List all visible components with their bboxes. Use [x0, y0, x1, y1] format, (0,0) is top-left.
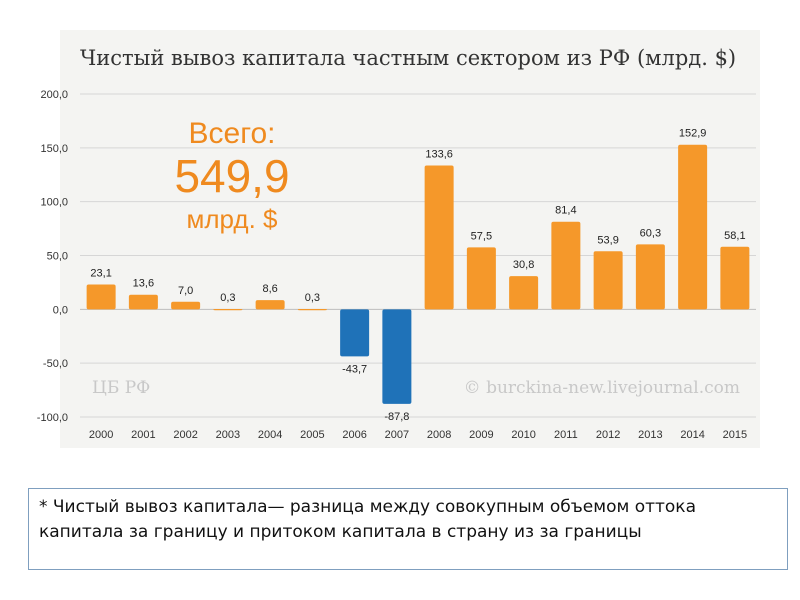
x-tick-label-2010: 2010: [511, 429, 535, 441]
x-tick-label-2014: 2014: [680, 429, 704, 441]
chart-title: Чистый вывоз капитала частным сектором и…: [80, 46, 737, 70]
data-label-2015: 58,1: [724, 230, 745, 242]
data-label-2000: 23,1: [90, 267, 111, 279]
y-tick-label: -50,0: [43, 358, 68, 370]
bar-2008: [424, 165, 454, 310]
x-tick-label-2012: 2012: [596, 429, 620, 441]
x-axis-ticks: 2000 2001 2002 2003 2004 2005 2006 2007 2008 2009…: [89, 429, 747, 441]
x-tick-label-2011: 2011: [554, 429, 578, 441]
data-label-2010: 30,8: [513, 259, 534, 271]
bar-2002: [171, 301, 201, 310]
x-tick-label-2015: 2015: [723, 429, 747, 441]
bar-2000: [86, 284, 116, 310]
bar-2013: [635, 244, 665, 310]
data-label-2014: 152,9: [679, 128, 707, 140]
y-tick-label: -100,0: [37, 412, 68, 424]
x-tick-label-2001: 2001: [131, 429, 155, 441]
bar-2004: [255, 300, 285, 310]
data-label-2007: -87,8: [384, 411, 409, 423]
bar-2006: [340, 309, 370, 357]
bar-2009: [466, 247, 496, 310]
data-label-2005: 0,3: [305, 292, 320, 304]
x-tick-label-2002: 2002: [173, 429, 197, 441]
data-label-2006: -43,7: [342, 363, 367, 375]
x-tick-label-2005: 2005: [300, 429, 324, 441]
footnote: * Чистый вывоз капитала— разница между с…: [28, 488, 788, 570]
y-axis-ticks: 200,0 150,0 100,0 50,0 0,0 -50,0 -100,0: [37, 89, 68, 424]
x-tick-label-2009: 2009: [469, 429, 493, 441]
bar-chart: 200,0 150,0 100,0 50,0 0,0 -50,0 -100,0 Всего:…: [37, 89, 756, 441]
total-value: 549,9: [174, 150, 289, 202]
bar-2001: [128, 294, 158, 310]
data-label-2013: 60,3: [640, 227, 661, 239]
bar-2011: [551, 221, 581, 310]
y-tick-label: 50,0: [47, 251, 68, 263]
total-unit: млрд. $: [187, 204, 279, 234]
bar-2012: [593, 251, 623, 310]
data-label-2002: 7,0: [178, 285, 193, 297]
data-label-2003: 0,3: [220, 292, 235, 304]
y-tick-label: 100,0: [40, 197, 68, 209]
data-label-2001: 13,6: [133, 278, 154, 290]
x-tick-label-2000: 2000: [89, 429, 113, 441]
y-tick-label: 0,0: [53, 304, 68, 316]
data-label-2011: 81,4: [555, 205, 576, 217]
data-label-2009: 57,5: [471, 230, 492, 242]
data-label-2012: 53,9: [597, 234, 618, 246]
x-tick-label-2008: 2008: [427, 429, 451, 441]
bar-2005: [297, 309, 327, 311]
data-label-2004: 8,6: [262, 283, 277, 295]
y-tick-label: 200,0: [40, 89, 68, 101]
x-tick-label-2006: 2006: [342, 429, 366, 441]
bar-2010: [509, 276, 539, 310]
bars: [86, 144, 750, 404]
x-tick-label-2003: 2003: [216, 429, 240, 441]
y-tick-label: 150,0: [40, 143, 68, 155]
x-tick-label-2004: 2004: [258, 429, 282, 441]
data-labels: 23,1 13,6 7,0 0,3 8,6 0,3 -43,7 -87,8 133,6 57,5 3…: [90, 128, 745, 423]
bar-2003: [213, 309, 243, 311]
x-tick-label-2007: 2007: [385, 429, 409, 441]
data-label-2008: 133,6: [425, 148, 453, 160]
bar-2014: [678, 144, 708, 310]
bar-2015: [720, 246, 750, 310]
x-tick-label-2013: 2013: [638, 429, 662, 441]
bar-2007: [382, 309, 412, 404]
total-label: Всего:: [189, 117, 276, 150]
source-left-label: ЦБ РФ: [92, 378, 150, 398]
source-right-label: © burckina-new.livejournal.com: [464, 378, 740, 398]
